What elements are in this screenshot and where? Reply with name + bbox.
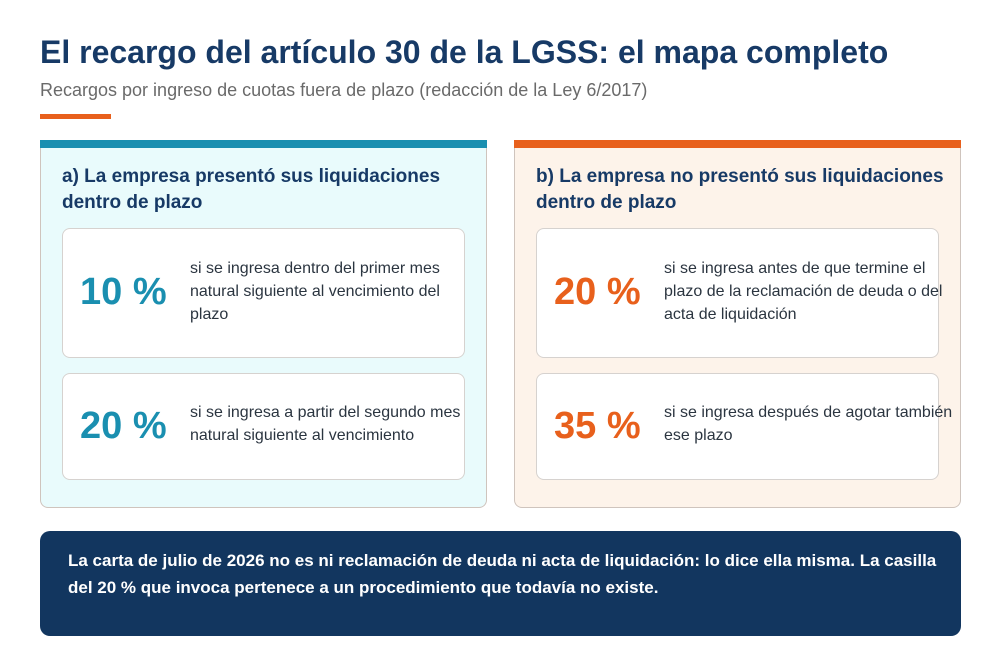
conclusion-text: La carta de julio de 2026 no es ni recla… bbox=[68, 551, 937, 597]
panel-accent-bar bbox=[40, 140, 487, 148]
surcharge-description: si se ingresa después de agotar también … bbox=[664, 404, 953, 444]
surcharge-card: 35 % si se ingresa después de agotar tam… bbox=[536, 373, 952, 480]
surcharge-description: si se ingresa dentro del primer mes natu… bbox=[190, 260, 440, 323]
panel-filed-on-time: a) La empresa presentó sus liquidaciones… bbox=[40, 140, 487, 508]
page-title: El recargo del artículo 30 de la LGSS: e… bbox=[40, 34, 889, 70]
surcharge-percent: 20 % bbox=[554, 271, 641, 313]
surcharge-card: 20 % si se ingresa a partir del segundo … bbox=[62, 373, 465, 480]
surcharge-description: si se ingresa antes de que termine el pl… bbox=[664, 260, 943, 323]
conclusion-note: La carta de julio de 2026 no es ni recla… bbox=[40, 531, 961, 636]
panel-accent-bar bbox=[514, 140, 961, 148]
surcharge-percent: 20 % bbox=[80, 405, 167, 447]
panel-heading: b) La empresa no presentó sus liquidacio… bbox=[536, 166, 944, 213]
surcharge-percent: 35 % bbox=[554, 405, 641, 447]
title-underline bbox=[40, 114, 111, 119]
panel-not-filed-on-time: b) La empresa no presentó sus liquidacio… bbox=[514, 140, 961, 508]
surcharge-description: si se ingresa a partir del segundo mes n… bbox=[190, 404, 461, 444]
surcharge-percent: 10 % bbox=[80, 271, 167, 313]
surcharge-card: 10 % si se ingresa dentro del primer mes… bbox=[62, 228, 465, 358]
surcharge-card: 20 % si se ingresa antes de que termine … bbox=[536, 228, 942, 358]
panel-heading: a) La empresa presentó sus liquidaciones… bbox=[62, 166, 441, 213]
page-subtitle: Recargos por ingreso de cuotas fuera de … bbox=[40, 80, 648, 100]
